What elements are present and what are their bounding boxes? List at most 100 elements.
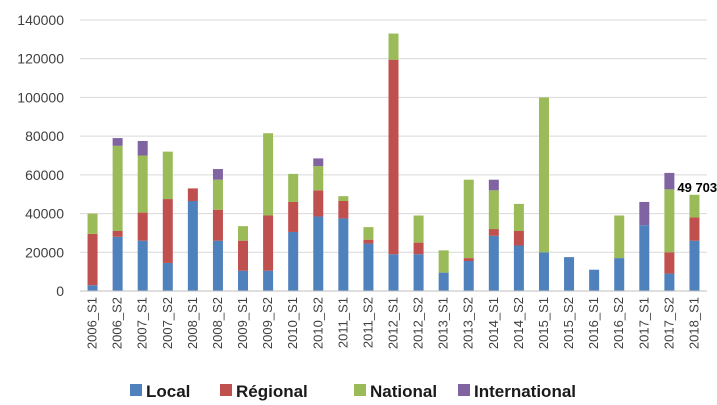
bar-segment [538,252,549,291]
x-tick-label: 2008_S1 [185,297,200,349]
bar-segment [488,229,499,236]
legend-item: National [354,382,437,401]
bar-segment [413,242,424,255]
bar-segment [238,240,249,271]
bar-segment [388,33,399,60]
x-tick-label: 2007_S1 [135,297,150,349]
x-tick-label: 2018_S1 [686,297,701,349]
bar-segment [488,235,499,291]
bar-segment [137,155,148,213]
bar-segment [363,243,374,291]
bar-segment [488,190,499,230]
x-tick-label: 2014_S1 [486,297,501,349]
bar-segment [689,194,700,218]
y-tick-label: 0 [56,283,64,299]
legend-swatch [354,384,366,396]
bar-segment [162,151,173,200]
x-axis-tick-labels: 2006_S1 2006_S2 2007_S1 2007_S2 2008_S1 2008_… [85,297,702,349]
x-tick-label: 2015_S2 [561,297,576,349]
x-tick-label: 2016_S2 [611,297,626,349]
bar-segment [463,179,474,259]
bar-segment [137,140,148,156]
y-tick-label: 80000 [25,128,64,144]
x-tick-label: 2007_S2 [160,297,175,349]
bar-segment [187,200,198,291]
legend-swatch [458,384,470,396]
y-axis-tick-labels: 0 20000 40000 60000 80000 100000 120000 140000 [17,12,64,299]
bar-segment [338,196,349,201]
bar-segment [413,215,424,243]
bar-segment [137,212,148,241]
bar-segment [614,215,625,259]
x-tick-label: 2012_S1 [386,297,401,349]
bar-segment [589,269,600,291]
bar-segment [689,240,700,291]
legend-label: Local [146,382,190,401]
bar-segment [664,172,675,190]
bar-segment [238,226,249,241]
x-tick-label: 2009_S2 [260,297,275,349]
x-tick-label: 2015_S1 [536,297,551,349]
bar-segment [313,158,324,167]
y-tick-label: 40000 [25,206,64,222]
bar-segment [338,218,349,291]
x-tick-label: 2006_S2 [110,297,125,349]
bar-segment [187,188,198,201]
y-tick-label: 100000 [17,89,64,105]
bar-segment [212,179,223,210]
bar-segment [564,257,575,291]
legend-label: Régional [236,382,308,401]
bars [87,33,700,291]
bar-segment [513,245,524,291]
bar-segment [112,138,123,146]
x-tick-label: 2013_S1 [436,297,451,349]
bar-segment [463,260,474,291]
legend-swatch [220,384,232,396]
bar-segment [212,169,223,180]
x-tick-label: 2011_S2 [360,297,375,348]
y-tick-label: 60000 [25,167,64,183]
bar-segment [263,133,274,216]
bar-segment [162,199,173,263]
x-tick-label: 2006_S1 [85,297,100,349]
x-tick-label: 2012_S2 [411,297,426,349]
annotation-label: 49 703 [677,180,717,195]
bar-segment [112,230,123,237]
x-tick-label: 2008_S2 [210,297,225,349]
bar-segment [388,254,399,291]
bar-segment [87,213,98,234]
bar-segment [488,179,499,191]
legend-item: International [458,382,576,401]
x-tick-label: 2017_S1 [636,297,651,349]
bar-segment [288,231,299,291]
bar-segment [288,201,299,232]
x-tick-label: 2014_S2 [511,297,526,349]
x-tick-label: 2011_S1 [335,297,350,348]
bar-segment [313,190,324,217]
legend-label: National [370,382,437,401]
bar-segment [689,217,700,241]
x-tick-label: 2013_S2 [461,297,476,349]
y-tick-label: 140000 [17,12,64,28]
bar-segment [664,189,675,253]
x-tick-label: 2010_S1 [285,297,300,349]
bar-segment [212,240,223,291]
bar-segment [463,258,474,261]
bar-segment [639,201,650,226]
y-tick-label: 20000 [25,244,64,260]
bar-segment [162,262,173,291]
bar-segment [438,250,449,273]
x-tick-label: 2017_S2 [661,297,676,349]
bar-segment [137,240,148,291]
bar-segment [87,233,98,286]
bar-segment [212,209,223,241]
bar-segment [238,270,249,291]
bar-segment [413,254,424,291]
bar-segment [513,230,524,246]
legend-item: Régional [220,382,308,401]
bar-segment [614,258,625,291]
bar-segment [639,225,650,291]
bar-segment [87,285,98,291]
bar-segment [363,239,374,244]
